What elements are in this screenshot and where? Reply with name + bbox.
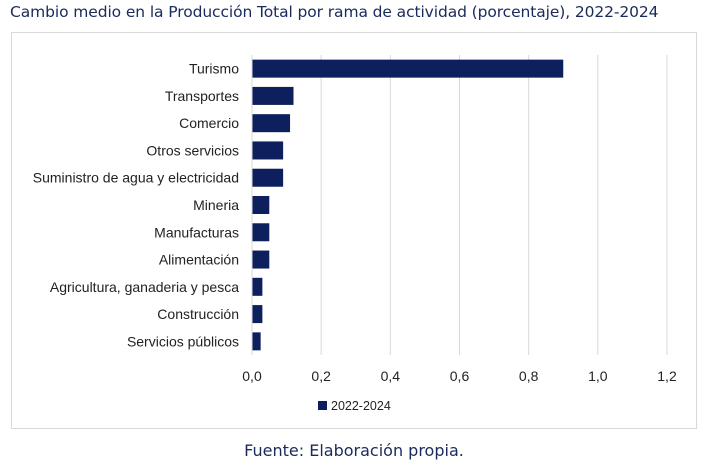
bar bbox=[252, 141, 284, 160]
chart-title: Cambio medio en la Producción Total por … bbox=[10, 3, 659, 21]
category-label: Mineria bbox=[193, 197, 239, 213]
category-label: Alimentación bbox=[159, 252, 239, 268]
bar bbox=[252, 196, 270, 214]
category-label: Comercio bbox=[179, 115, 239, 131]
bar bbox=[252, 59, 564, 78]
source-note: Fuente: Elaboración propia. bbox=[244, 441, 464, 460]
legend-label: 2022-2024 bbox=[331, 399, 391, 413]
chart-frame bbox=[11, 32, 697, 429]
bar bbox=[252, 305, 263, 324]
x-tick-label: 0,4 bbox=[381, 368, 401, 384]
category-label: Agricultura, ganaderia y pesca bbox=[50, 279, 239, 295]
bar-chart: 0,0 0,2 0,4 0,6 0,8 1,0 1,2 Turismo Transportes C… bbox=[33, 55, 677, 413]
category-label: Manufacturas bbox=[154, 224, 239, 240]
x-tick-label: 0,6 bbox=[450, 368, 470, 384]
bar bbox=[252, 332, 261, 351]
category-label: Construcción bbox=[157, 306, 239, 322]
category-label: Servicios públicos bbox=[127, 333, 239, 349]
category-label: Turismo bbox=[189, 61, 239, 77]
bar bbox=[252, 114, 291, 133]
category-label: Transportes bbox=[165, 88, 239, 104]
bar bbox=[252, 86, 294, 105]
x-tick-label: 0,2 bbox=[311, 368, 331, 384]
category-label: Otros servicios bbox=[146, 142, 239, 158]
bar bbox=[252, 223, 270, 242]
x-tick-label: 1,2 bbox=[657, 368, 677, 384]
legend-swatch bbox=[318, 401, 327, 410]
x-tick-label: 0,0 bbox=[242, 368, 262, 384]
x-tick-label: 1,0 bbox=[588, 368, 608, 384]
bar bbox=[252, 168, 284, 187]
bar bbox=[252, 250, 270, 269]
bar bbox=[252, 277, 263, 296]
category-label: Suministro de agua y electricidad bbox=[33, 170, 239, 186]
x-tick-label: 0,8 bbox=[519, 368, 539, 384]
